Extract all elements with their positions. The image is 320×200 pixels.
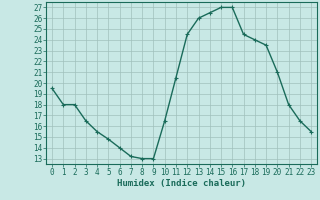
X-axis label: Humidex (Indice chaleur): Humidex (Indice chaleur): [117, 179, 246, 188]
